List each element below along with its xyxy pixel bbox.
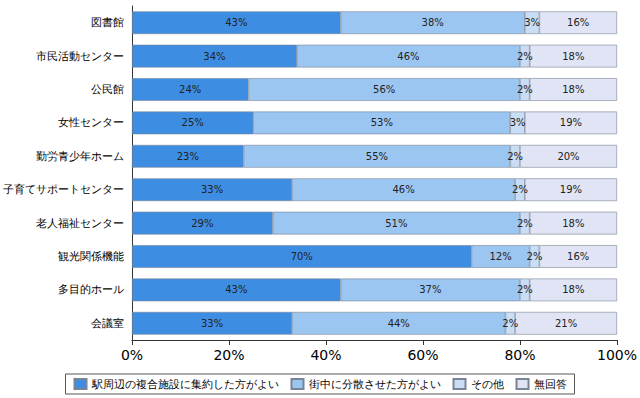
svg-text:公民館: 公民館 xyxy=(91,83,124,96)
svg-text:無回答: 無回答 xyxy=(534,378,567,391)
svg-text:16%: 16% xyxy=(567,17,589,28)
svg-text:46%: 46% xyxy=(392,184,414,195)
svg-text:25%: 25% xyxy=(182,117,204,128)
svg-text:2%: 2% xyxy=(502,318,518,329)
svg-text:街中に分散させた方がよい: 街中に分散させた方がよい xyxy=(309,378,441,391)
svg-text:55%: 55% xyxy=(366,151,388,162)
svg-text:51%: 51% xyxy=(385,218,407,229)
svg-text:60%: 60% xyxy=(407,347,438,363)
svg-text:老人福祉センター: 老人福祉センター xyxy=(36,217,124,230)
svg-text:その他: その他 xyxy=(471,378,504,391)
svg-text:駅周辺の複合施設に集約した方がよい: 駅周辺の複合施設に集約した方がよい xyxy=(91,378,279,391)
svg-text:3%: 3% xyxy=(510,117,526,128)
svg-text:2%: 2% xyxy=(507,151,523,162)
svg-text:100%: 100% xyxy=(597,347,637,363)
svg-text:20%: 20% xyxy=(557,151,579,162)
svg-text:3%: 3% xyxy=(524,17,540,28)
svg-text:33%: 33% xyxy=(201,184,223,195)
svg-text:38%: 38% xyxy=(422,17,444,28)
svg-text:多目的ホール: 多目的ホール xyxy=(58,283,124,296)
svg-text:37%: 37% xyxy=(419,284,441,295)
svg-text:29%: 29% xyxy=(191,218,213,229)
svg-text:43%: 43% xyxy=(225,284,247,295)
svg-text:43%: 43% xyxy=(225,17,247,28)
svg-text:18%: 18% xyxy=(562,218,584,229)
svg-text:16%: 16% xyxy=(567,251,589,262)
svg-text:23%: 23% xyxy=(177,151,199,162)
svg-text:34%: 34% xyxy=(203,51,225,62)
svg-text:2%: 2% xyxy=(527,251,543,262)
svg-text:19%: 19% xyxy=(560,184,582,195)
svg-text:市民活動センター: 市民活動センター xyxy=(36,50,124,63)
svg-text:70%: 70% xyxy=(291,251,313,262)
svg-text:53%: 53% xyxy=(371,117,393,128)
svg-text:2%: 2% xyxy=(517,84,533,95)
svg-text:18%: 18% xyxy=(562,84,584,95)
svg-text:子育てサポートセンター: 子育てサポートセンター xyxy=(3,183,124,196)
svg-text:56%: 56% xyxy=(373,84,395,95)
svg-text:12%: 12% xyxy=(489,251,511,262)
svg-text:勤労青少年ホーム: 勤労青少年ホーム xyxy=(36,150,124,163)
svg-text:44%: 44% xyxy=(388,318,410,329)
svg-text:24%: 24% xyxy=(179,84,201,95)
svg-text:2%: 2% xyxy=(517,284,533,295)
svg-text:18%: 18% xyxy=(562,284,584,295)
svg-text:図書館: 図書館 xyxy=(91,16,124,29)
svg-text:80%: 80% xyxy=(504,347,535,363)
svg-text:21%: 21% xyxy=(555,318,577,329)
svg-text:会議室: 会議室 xyxy=(91,317,124,330)
svg-text:40%: 40% xyxy=(310,347,341,363)
svg-text:女性センター: 女性センター xyxy=(58,116,124,129)
svg-text:20%: 20% xyxy=(213,347,244,363)
svg-text:観光関係機能: 観光関係機能 xyxy=(58,250,124,263)
svg-text:19%: 19% xyxy=(560,117,582,128)
svg-text:2%: 2% xyxy=(512,184,528,195)
svg-text:2%: 2% xyxy=(517,51,533,62)
svg-text:33%: 33% xyxy=(201,318,223,329)
svg-text:46%: 46% xyxy=(397,51,419,62)
svg-text:2%: 2% xyxy=(517,218,533,229)
svg-text:0%: 0% xyxy=(121,347,143,363)
svg-text:18%: 18% xyxy=(562,51,584,62)
